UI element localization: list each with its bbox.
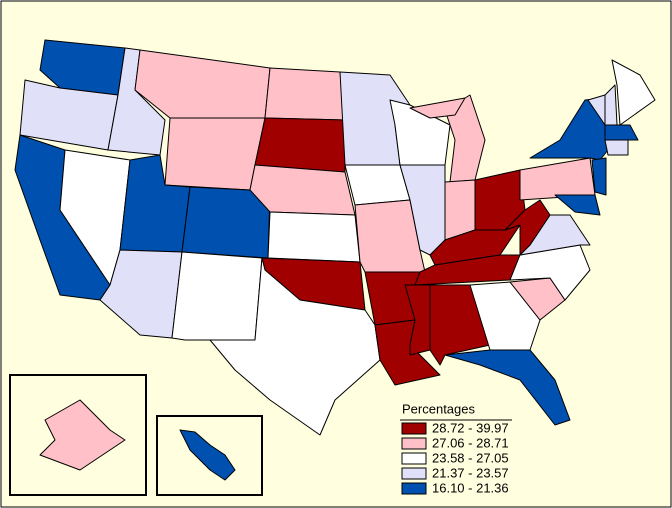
- legend-swatch: [401, 437, 427, 450]
- state: [249, 164, 356, 216]
- state: [554, 194, 601, 216]
- hawaii-inset: [156, 415, 263, 496]
- legend-label: 21.37 - 23.57: [432, 465, 509, 480]
- legend-swatch: [401, 452, 427, 465]
- state: [254, 117, 346, 173]
- state: [504, 199, 551, 256]
- state: [604, 124, 639, 141]
- legend-swatch: [401, 482, 427, 495]
- state: [179, 429, 236, 481]
- state: [344, 164, 411, 206]
- state: [444, 349, 571, 426]
- alaska-inset: [9, 374, 147, 496]
- state: [267, 211, 361, 263]
- state: [39, 399, 126, 471]
- state: [469, 281, 541, 351]
- state: [604, 139, 629, 156]
- legend-label: 27.06 - 28.71: [432, 435, 509, 450]
- state: [171, 251, 263, 341]
- legend-label: 23.58 - 27.05: [432, 450, 509, 465]
- legend-label: 16.10 - 21.36: [432, 480, 509, 495]
- state: [264, 67, 346, 121]
- legend-label: 28.72 - 39.97: [432, 420, 509, 435]
- state: [409, 97, 466, 119]
- state: [611, 59, 656, 126]
- states: [14, 39, 656, 481]
- legend-title: Percentages: [402, 401, 475, 416]
- state: [164, 117, 266, 191]
- legend-swatch: [401, 422, 427, 435]
- state: [591, 157, 607, 196]
- state: [209, 257, 381, 436]
- legend-swatch: [401, 467, 427, 480]
